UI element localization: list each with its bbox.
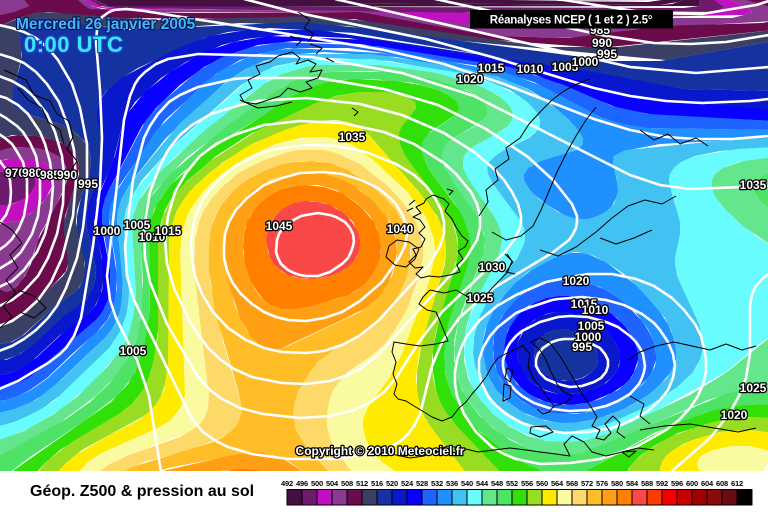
svg-text:1005: 1005	[552, 60, 579, 74]
svg-text:1025: 1025	[740, 381, 767, 395]
svg-text:970: 970	[5, 166, 25, 180]
svg-text:580: 580	[611, 479, 623, 488]
svg-text:1005: 1005	[578, 319, 605, 333]
svg-text:552: 552	[506, 479, 518, 488]
svg-text:492: 492	[281, 479, 293, 488]
svg-text:500: 500	[311, 479, 323, 488]
svg-text:1020: 1020	[721, 408, 748, 422]
svg-text:980: 980	[22, 166, 42, 180]
svg-text:576: 576	[596, 479, 608, 488]
svg-text:540: 540	[461, 479, 473, 488]
svg-text:1005: 1005	[120, 344, 147, 358]
svg-text:Copyright © 2010 Meteociel.fr: Copyright © 2010 Meteociel.fr	[296, 444, 465, 458]
svg-text:600: 600	[686, 479, 698, 488]
svg-text:508: 508	[341, 479, 353, 488]
svg-text:524: 524	[401, 479, 414, 488]
svg-text:516: 516	[371, 479, 383, 488]
svg-text:560: 560	[536, 479, 548, 488]
svg-text:990: 990	[592, 36, 612, 50]
svg-text:592: 592	[656, 479, 668, 488]
svg-text:995: 995	[572, 340, 592, 354]
svg-text:1010: 1010	[582, 303, 609, 317]
svg-text:1040: 1040	[387, 222, 414, 236]
svg-text:612: 612	[731, 479, 743, 488]
svg-text:1000: 1000	[94, 224, 121, 238]
svg-text:564: 564	[551, 479, 564, 488]
svg-text:544: 544	[476, 479, 489, 488]
svg-text:985: 985	[40, 168, 60, 182]
svg-text:572: 572	[581, 479, 593, 488]
svg-text:512: 512	[356, 479, 368, 488]
svg-text:496: 496	[296, 479, 308, 488]
svg-text:1000: 1000	[572, 55, 599, 69]
svg-text:1020: 1020	[457, 72, 484, 86]
svg-text:0:00 UTC: 0:00 UTC	[24, 32, 123, 57]
svg-text:1025: 1025	[467, 291, 494, 305]
svg-text:1035: 1035	[339, 130, 366, 144]
svg-text:1015: 1015	[571, 297, 598, 311]
svg-text:556: 556	[521, 479, 533, 488]
svg-text:995: 995	[78, 177, 98, 191]
svg-text:1010: 1010	[139, 230, 166, 244]
svg-text:1000: 1000	[575, 330, 602, 344]
svg-text:1010: 1010	[517, 62, 544, 76]
svg-text:568: 568	[566, 479, 578, 488]
svg-text:Réanalyses NCEP ( 1 et 2 ) 2.5: Réanalyses NCEP ( 1 et 2 ) 2.5°	[490, 15, 653, 27]
svg-text:608: 608	[716, 479, 728, 488]
svg-text:504: 504	[326, 479, 339, 488]
svg-text:1005: 1005	[124, 218, 151, 232]
svg-text:1030: 1030	[479, 260, 506, 274]
svg-text:604: 604	[701, 479, 714, 488]
svg-text:Mercredi 26 janvier 2005: Mercredi 26 janvier 2005	[16, 16, 196, 33]
svg-text:584: 584	[626, 479, 639, 488]
svg-text:1045: 1045	[266, 219, 293, 233]
svg-text:990: 990	[57, 168, 77, 182]
svg-text:1035: 1035	[740, 178, 767, 192]
svg-text:548: 548	[491, 479, 503, 488]
svg-text:1015: 1015	[478, 61, 505, 75]
svg-text:588: 588	[641, 479, 653, 488]
svg-text:520: 520	[386, 479, 398, 488]
svg-text:532: 532	[431, 479, 443, 488]
svg-text:536: 536	[446, 479, 458, 488]
svg-text:528: 528	[416, 479, 428, 488]
svg-text:1015: 1015	[155, 224, 182, 238]
svg-text:1020: 1020	[563, 274, 590, 288]
svg-text:995: 995	[597, 47, 617, 61]
svg-text:596: 596	[671, 479, 683, 488]
